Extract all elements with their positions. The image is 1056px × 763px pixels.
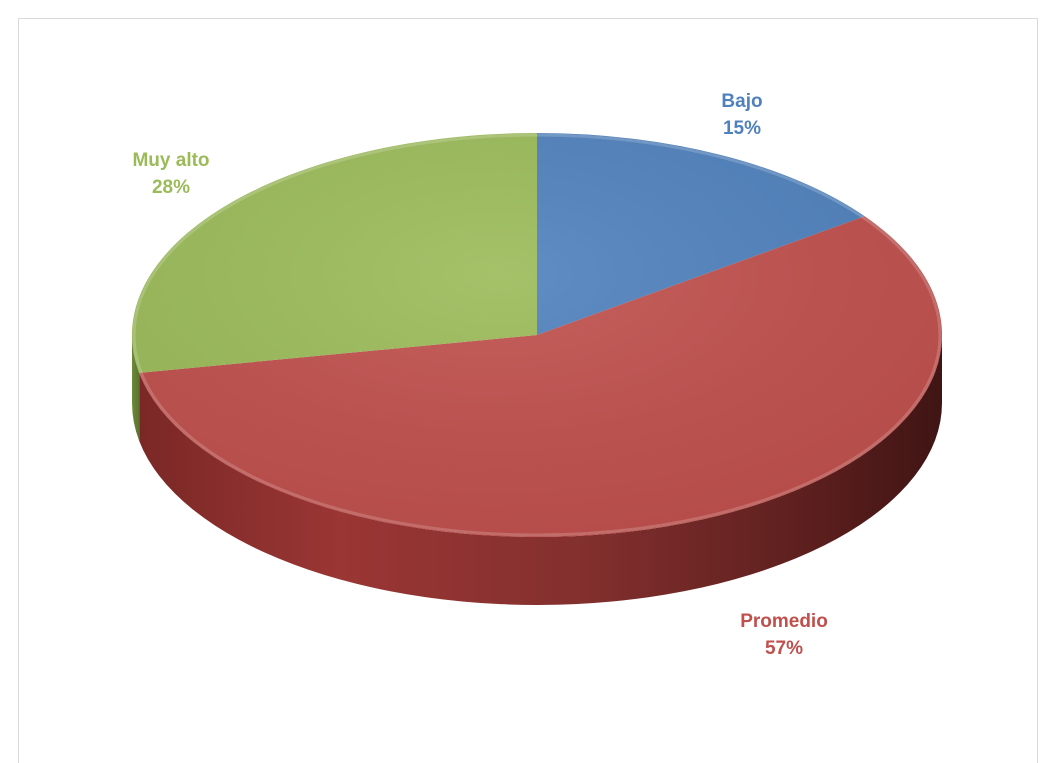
pie-sides bbox=[132, 335, 943, 606]
pie-side-promedio bbox=[139, 335, 943, 606]
pie-shine bbox=[132, 133, 942, 537]
data-label-muy-alto: Muy alto 28% bbox=[132, 150, 209, 198]
pie-rim bbox=[132, 133, 942, 537]
data-label-category: Muy alto bbox=[132, 150, 209, 171]
data-label-percent: 57% bbox=[765, 638, 803, 659]
data-label-percent: 28% bbox=[152, 177, 190, 198]
pie-bevel bbox=[132, 133, 942, 537]
data-label-promedio: Promedio 57% bbox=[740, 611, 828, 659]
pie-labels: Bajo 15% Promedio 57% Muy alto 28% bbox=[132, 91, 827, 659]
data-label-category: Promedio bbox=[740, 611, 828, 632]
pie-side-muy-alto bbox=[132, 335, 140, 441]
data-label-category: Bajo bbox=[721, 91, 762, 112]
data-label-percent: 15% bbox=[723, 118, 761, 139]
data-label-bajo: Bajo 15% bbox=[721, 91, 762, 139]
